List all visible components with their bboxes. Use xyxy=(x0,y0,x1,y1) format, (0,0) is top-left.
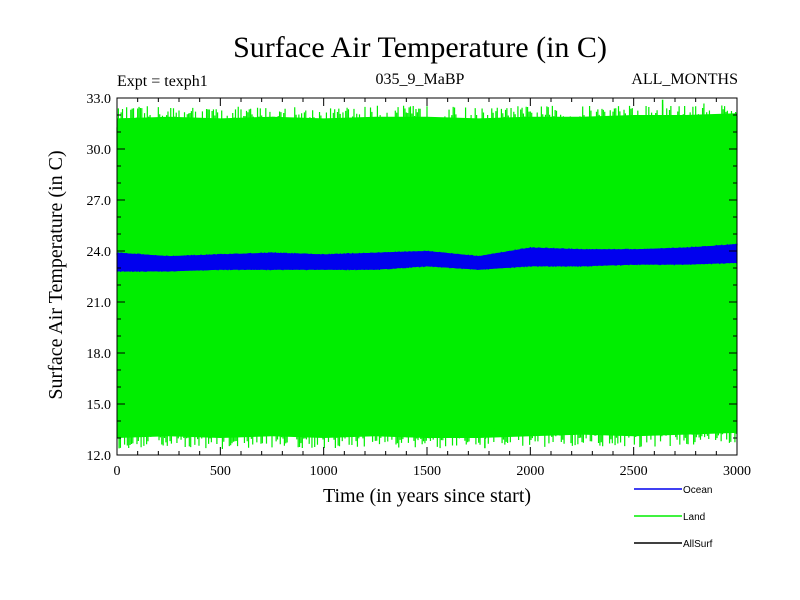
x-axis-label: Time (in years since start) xyxy=(323,485,531,507)
y-tick-label: 27.0 xyxy=(87,194,112,209)
plot-area xyxy=(116,97,738,456)
series-ocean xyxy=(116,243,738,272)
months-label: ALL_MONTHS xyxy=(631,71,738,88)
x-tick-label: 1000 xyxy=(310,464,338,479)
y-tick-label: 15.0 xyxy=(87,398,112,413)
x-tick-label: 2000 xyxy=(516,464,544,479)
y-axis-label: Surface Air Temperature (in C) xyxy=(45,150,67,399)
x-tick-label: 3000 xyxy=(723,464,751,479)
legend-label-allsurf: AllSurf xyxy=(683,539,713,550)
legend-label-land: Land xyxy=(683,512,705,523)
y-tick-label: 18.0 xyxy=(87,347,112,362)
y-tick-label: 33.0 xyxy=(87,92,112,107)
chart-title: Surface Air Temperature (in C) xyxy=(233,31,607,64)
series-ocean-line xyxy=(116,243,738,272)
series-land xyxy=(116,99,738,450)
y-axis: 12.0 15.0 18.0 21.0 24.0 27.0 30.0 33.0 xyxy=(87,92,737,464)
y-tick-label: 24.0 xyxy=(87,245,112,260)
legend: Ocean Land AllSurf xyxy=(634,485,713,550)
x-tick-label: 500 xyxy=(210,464,231,479)
y-tick-label: 30.0 xyxy=(87,143,112,158)
y-tick-label: 12.0 xyxy=(87,449,112,464)
x-tick-label: 0 xyxy=(114,464,121,479)
series-land-line xyxy=(116,103,738,450)
legend-label-ocean: Ocean xyxy=(683,485,712,496)
x-tick-label: 2500 xyxy=(620,464,648,479)
x-tick-label: 1500 xyxy=(413,464,441,479)
x-axis: 0 500 1000 1500 2000 2500 3000 xyxy=(114,98,751,479)
expt-label: Expt = texph1 xyxy=(117,73,208,90)
y-tick-label: 21.0 xyxy=(87,296,112,311)
period-label: 035_9_MaBP xyxy=(376,71,465,88)
